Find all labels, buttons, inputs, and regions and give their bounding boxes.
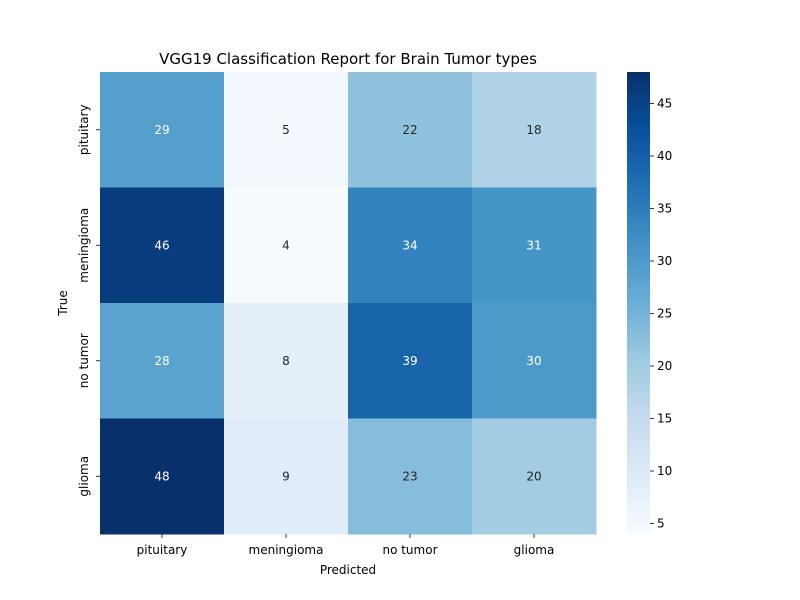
colorbar-tick-label: 35	[657, 202, 672, 216]
colorbar-tick-label: 10	[657, 464, 672, 478]
colorbar-tick-label: 25	[657, 307, 672, 321]
heatmap-cell	[348, 187, 473, 304]
heatmap-cell	[472, 72, 597, 188]
colorbar: 5 10 15 20 25 30 35 40 45	[627, 72, 672, 534]
colorbar-tick-label: 30	[657, 254, 672, 268]
heatmap-cell	[100, 418, 225, 535]
heatmap-cell	[100, 187, 225, 304]
cell-value-label: 8	[282, 354, 290, 368]
cell-value-label: 5	[282, 123, 290, 137]
x-tick-label: meningioma	[249, 543, 324, 557]
heatmap-cell	[472, 303, 597, 419]
heatmap-cell-labels: 29 5 22 18 46 4 34 31 28 8 39 30 48 9 23 20	[154, 123, 541, 484]
y-axis-label: True	[56, 290, 70, 317]
heatmap-cell	[472, 418, 597, 535]
colorbar-tick-label: 40	[657, 149, 672, 163]
cell-value-label: 30	[526, 354, 541, 368]
chart-title: VGG19 Classification Report for Brain Tu…	[159, 50, 537, 68]
x-tick-label: glioma	[514, 543, 555, 557]
y-axis: pituitary meningioma no tumor glioma	[77, 104, 100, 497]
cell-value-label: 4	[282, 238, 290, 252]
x-axis: pituitary meningioma no tumor glioma	[137, 534, 555, 557]
heatmap-cell	[472, 187, 597, 304]
y-tick-label: meningioma	[77, 208, 91, 283]
cell-value-label: 31	[526, 238, 541, 252]
y-tick-label: no tumor	[77, 333, 91, 388]
heatmap-cell	[100, 72, 225, 188]
cell-value-label: 23	[402, 469, 417, 483]
cell-value-label: 29	[154, 123, 169, 137]
x-tick-label: no tumor	[382, 543, 437, 557]
cell-value-label: 34	[402, 238, 417, 252]
x-tick-label: pituitary	[137, 543, 188, 557]
cell-value-label: 28	[154, 354, 169, 368]
colorbar-tick-label: 20	[657, 359, 672, 373]
heatmap-cell	[348, 72, 473, 188]
heatmap-cell	[224, 303, 349, 419]
y-tick-label: glioma	[77, 456, 91, 497]
heatmap-cell	[348, 303, 473, 419]
cell-value-label: 48	[154, 469, 169, 483]
heatmap-cell	[348, 418, 473, 535]
colorbar-tick-label: 5	[657, 517, 665, 531]
cell-value-label: 46	[154, 238, 169, 252]
x-axis-label: Predicted	[320, 563, 376, 577]
heatmap-cell	[224, 418, 349, 535]
cell-value-label: 22	[402, 123, 417, 137]
heatmap-cells	[100, 72, 597, 535]
heatmap-cell	[224, 187, 349, 304]
cell-value-label: 20	[526, 469, 541, 483]
cell-value-label: 39	[402, 354, 417, 368]
heatmap-cell	[100, 303, 225, 419]
cell-value-label: 18	[526, 123, 541, 137]
cell-value-label: 9	[282, 469, 290, 483]
colorbar-tick-label: 15	[657, 412, 672, 426]
colorbar-gradient	[627, 72, 650, 534]
heatmap-cell	[224, 72, 349, 188]
colorbar-tick-label: 45	[657, 97, 672, 111]
y-tick-label: pituitary	[77, 104, 91, 155]
